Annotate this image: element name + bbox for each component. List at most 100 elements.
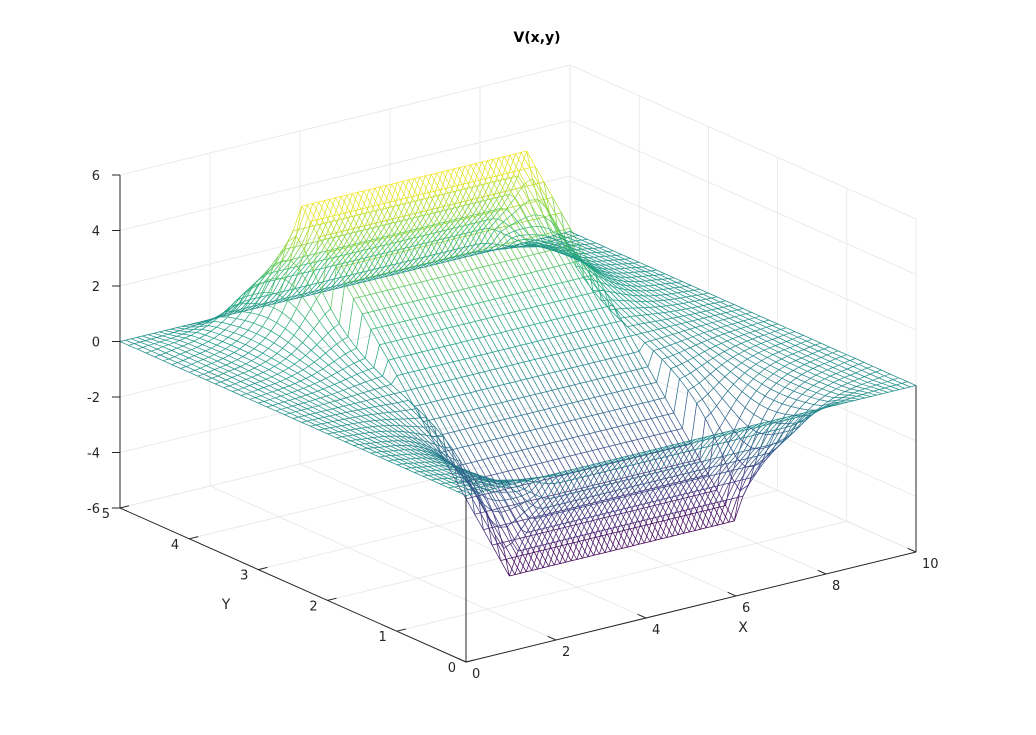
mesh-line: [163, 358, 170, 362]
mesh-line: [384, 446, 394, 452]
mesh-line: [131, 337, 137, 340]
mesh-line: [381, 291, 391, 308]
mesh-line: [543, 408, 550, 411]
mesh-line: [483, 527, 490, 531]
mesh-line: [612, 532, 623, 549]
mesh-line: [393, 232, 400, 235]
mesh-line: [362, 211, 373, 231]
mesh-line: [388, 459, 394, 462]
mesh-line: [691, 294, 698, 297]
mesh-line: [506, 526, 513, 543]
mesh-line: [265, 357, 272, 363]
mesh-line: [316, 267, 327, 284]
mesh-line: [571, 366, 578, 369]
mesh-line: [733, 378, 740, 385]
mesh-line: [220, 379, 227, 383]
mesh-line: [574, 507, 581, 510]
mesh-line: [322, 364, 329, 370]
mesh-line: [346, 395, 353, 399]
mesh-line: [328, 361, 335, 366]
mesh-line: [594, 430, 601, 433]
mesh-line: [224, 306, 234, 315]
mesh-line: [636, 367, 643, 370]
mesh-line: [732, 353, 739, 358]
mesh-line: [567, 472, 573, 475]
mesh-line: [313, 328, 323, 340]
mesh-line: [624, 316, 631, 318]
mesh-line: [320, 267, 326, 270]
mesh-line: [535, 482, 545, 496]
mesh-line: [583, 496, 589, 499]
mesh-line: [853, 390, 860, 394]
mesh-line: [747, 378, 754, 385]
mesh-line: [595, 537, 606, 553]
mesh-line: [686, 307, 693, 310]
mesh-line: [362, 270, 368, 273]
mesh-line: [394, 392, 400, 395]
mesh-line: [176, 347, 186, 353]
mesh-line: [340, 411, 347, 414]
mesh-line: [372, 437, 382, 443]
mesh-line: [489, 333, 496, 336]
mesh-line: [516, 478, 525, 481]
mesh-line: [396, 338, 403, 341]
mesh-line: [418, 453, 428, 459]
mesh-line: [441, 362, 448, 365]
mesh-line: [236, 340, 246, 345]
mesh-line: [273, 336, 280, 344]
mesh-line: [410, 228, 417, 231]
mesh-line: [278, 241, 288, 256]
mesh-line: [154, 343, 163, 348]
mesh-line: [305, 270, 316, 287]
mesh-line: [291, 392, 301, 398]
mesh-line: [487, 480, 496, 484]
mesh-line: [566, 471, 576, 482]
mesh-line: [160, 354, 170, 360]
mesh-line: [293, 335, 303, 343]
mesh-line: [712, 320, 718, 324]
mesh-line: [798, 381, 806, 387]
mesh-line: [307, 419, 313, 422]
mesh-line: [723, 317, 730, 321]
mesh-line: [737, 320, 744, 323]
mesh-line: [373, 237, 383, 248]
mesh-line: [366, 414, 376, 421]
mesh-line: [405, 468, 415, 473]
mesh-line: [385, 205, 395, 225]
mesh-line: [599, 484, 610, 495]
mesh-line: [173, 330, 180, 333]
mesh-line: [321, 252, 328, 292]
mesh-line: [164, 330, 174, 333]
mesh-line: [387, 323, 394, 326]
mesh-line: [191, 361, 198, 365]
mesh-line: [561, 438, 567, 441]
mesh-line: [285, 375, 292, 380]
mesh-line: [726, 338, 733, 342]
mesh-line: [357, 212, 367, 232]
mesh-line: [386, 419, 396, 426]
mesh-line: [424, 453, 434, 459]
mesh-line: [349, 429, 359, 435]
mesh-line: [288, 294, 298, 301]
mesh-line: [234, 352, 243, 357]
mesh-line: [211, 360, 218, 364]
mesh-line: [577, 399, 584, 402]
mesh-line: [521, 491, 531, 497]
mesh-line: [159, 341, 169, 346]
mesh-line: [408, 214, 418, 231]
mesh-line: [219, 333, 229, 338]
mesh-line: [594, 395, 601, 398]
mesh-line: [373, 267, 380, 270]
mesh-line: [456, 413, 466, 430]
mesh-line: [365, 381, 375, 390]
mesh-line: [379, 343, 386, 346]
mesh-line: [272, 389, 279, 393]
mesh-line: [764, 364, 771, 370]
mesh-line: [354, 383, 361, 387]
mesh-line: [457, 490, 464, 492]
mesh-line: [359, 360, 369, 370]
mesh-line: [757, 334, 764, 338]
mesh-line: [546, 514, 553, 517]
mesh-line: [404, 440, 410, 442]
mesh-line: [489, 209, 496, 212]
